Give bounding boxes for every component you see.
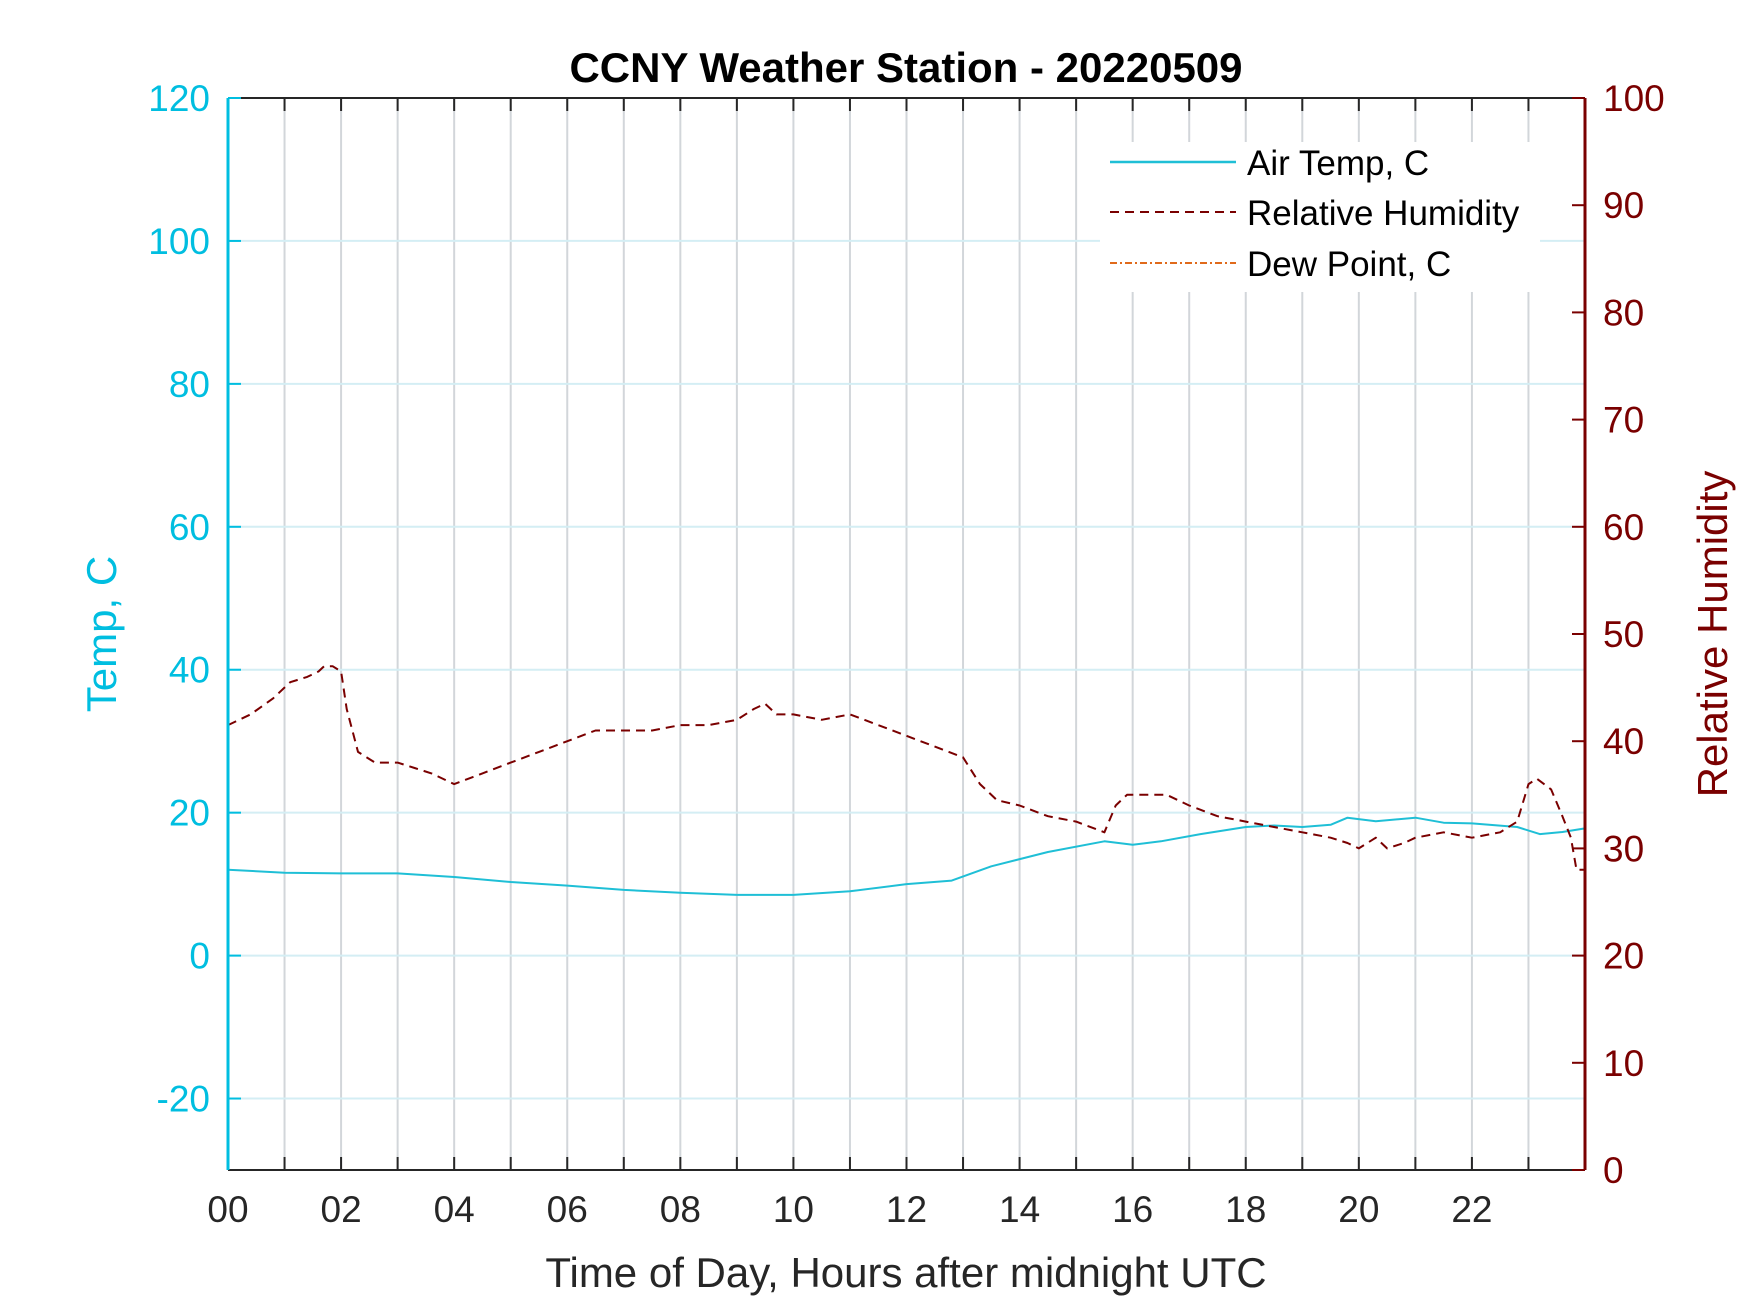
legend-background xyxy=(1100,142,1540,292)
y-left-tick-label: 60 xyxy=(169,507,210,548)
x-tick-label: 08 xyxy=(660,1189,701,1230)
series-humidity-line xyxy=(227,665,1585,871)
x-tick-label: 18 xyxy=(1225,1189,1266,1230)
x-tick-label: 22 xyxy=(1451,1189,1492,1230)
y-right-tick-label: 80 xyxy=(1603,292,1644,333)
y-left-tick-label: 120 xyxy=(148,78,210,119)
y-right-tick-label: 10 xyxy=(1603,1043,1644,1084)
y-axis-left-label: Temp, C xyxy=(78,556,125,712)
x-tick-label: 04 xyxy=(434,1189,475,1230)
x-tick-label: 20 xyxy=(1338,1189,1379,1230)
grid-layer xyxy=(228,98,1585,1170)
y-left-tick-label: 80 xyxy=(169,364,210,405)
x-tick-label: 06 xyxy=(547,1189,588,1230)
y-right-tick-label: 40 xyxy=(1603,721,1644,762)
legend: Air Temp, C Relative Humidity Dew Point,… xyxy=(1100,142,1540,292)
y-left-tick-label: 40 xyxy=(169,650,210,691)
legend-label-dew-point: Dew Point, C xyxy=(1247,245,1451,284)
x-tick-label: 16 xyxy=(1112,1189,1153,1230)
x-tick-label: 00 xyxy=(207,1189,248,1230)
ticks-layer: 00 02 04 06 08 10 12 14 16 18 20 22120100806040200-… xyxy=(148,78,1664,1230)
x-axis-label: Time of Day, Hours after midnight UTC xyxy=(545,1249,1266,1296)
x-tick-label: 02 xyxy=(321,1189,362,1230)
y-left-tick-label: -20 xyxy=(157,1079,210,1120)
y-right-tick-label: 90 xyxy=(1603,185,1644,226)
y-right-tick-label: 60 xyxy=(1603,507,1644,548)
y-right-tick-label: 70 xyxy=(1603,400,1644,441)
x-tick-label: 10 xyxy=(773,1189,814,1230)
y-axis-right-label: Relative Humidity xyxy=(1689,471,1736,798)
x-tick-label: 12 xyxy=(886,1189,927,1230)
legend-label-air-temp: Air Temp, C xyxy=(1247,144,1429,183)
legend-label-humidity: Relative Humidity xyxy=(1247,194,1520,233)
series-air-temp-line xyxy=(227,816,1586,896)
y-right-tick-label: 20 xyxy=(1603,936,1644,977)
y-right-tick-label: 0 xyxy=(1603,1150,1624,1191)
y-left-tick-label: 100 xyxy=(148,221,210,262)
y-left-tick-label: 0 xyxy=(189,936,210,977)
y-right-tick-label: 30 xyxy=(1603,828,1644,869)
y-left-tick-label: 20 xyxy=(169,793,210,834)
x-tick-label: 14 xyxy=(999,1189,1040,1230)
series-layer xyxy=(227,665,1586,896)
y-right-tick-label: 100 xyxy=(1603,78,1665,119)
chart-title: CCNY Weather Station - 20220509 xyxy=(569,44,1242,91)
y-right-tick-label: 50 xyxy=(1603,614,1644,655)
